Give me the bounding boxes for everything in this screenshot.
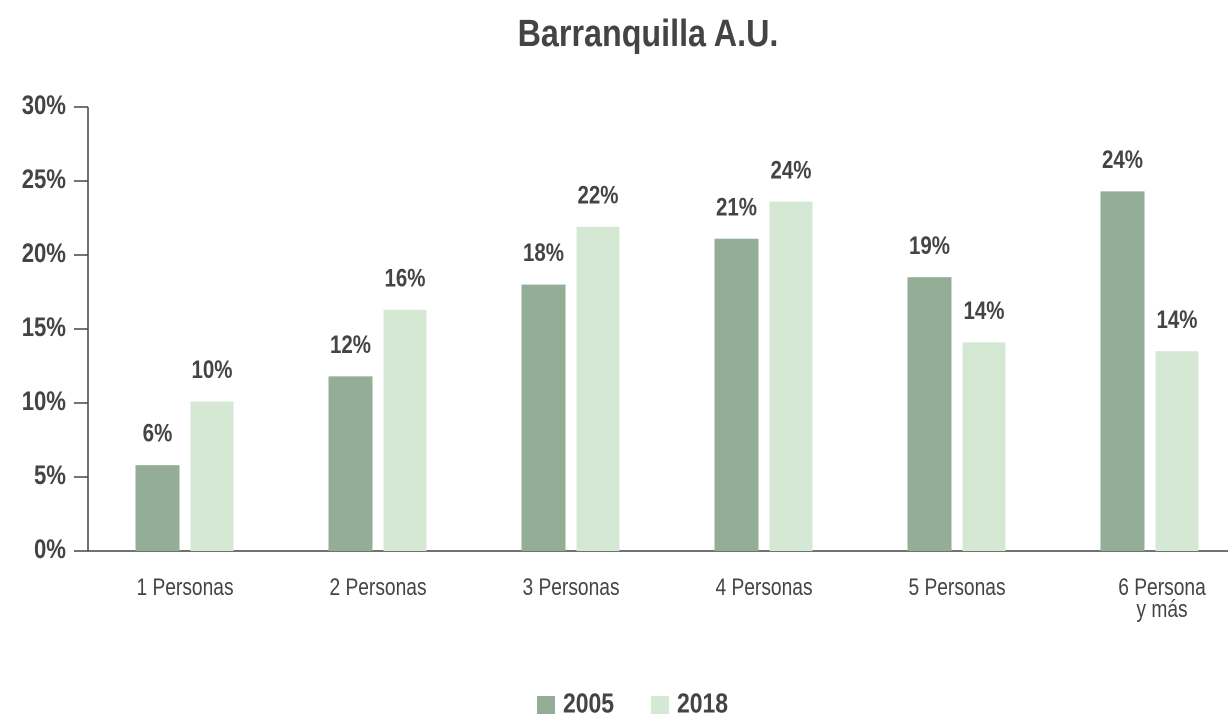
bar	[1155, 351, 1199, 551]
bar	[328, 376, 373, 551]
y-tick-label: 25%	[22, 165, 66, 195]
x-tick-label: 5 Personas	[907, 574, 1006, 601]
data-label: 22%	[577, 181, 618, 209]
data-label: 24%	[1102, 145, 1143, 173]
y-tick-label: 20%	[22, 239, 66, 269]
bar	[907, 277, 952, 551]
y-tick-label: 30%	[22, 91, 66, 121]
legend-label: 2005	[563, 688, 614, 717]
y-tick-label: 15%	[22, 313, 66, 343]
bar	[714, 238, 759, 551]
x-tick-label: 1 Personas	[135, 574, 234, 601]
bar	[1100, 191, 1145, 552]
data-label: 12%	[330, 330, 371, 358]
y-tick-label: 5%	[34, 461, 66, 491]
data-label: 14%	[963, 296, 1004, 324]
data-label: 18%	[523, 238, 564, 266]
data-label: 10%	[191, 355, 232, 383]
x-tick-label: 3 Personas	[521, 574, 620, 601]
y-tick-label: 10%	[22, 387, 66, 417]
x-tick-label: 2 Personas	[328, 574, 427, 601]
data-label: 14%	[1156, 305, 1197, 333]
bar	[190, 401, 234, 551]
bar	[576, 226, 620, 551]
data-label: 21%	[716, 192, 757, 220]
y-tick-label: 0%	[34, 535, 66, 565]
x-tick-label: 4 Personas	[714, 574, 813, 601]
legend-label: 2018	[677, 688, 728, 717]
bar	[769, 201, 813, 551]
chart-title: Barranquilla A.U.	[518, 13, 779, 55]
data-label: 24%	[770, 155, 811, 183]
bar	[135, 465, 180, 551]
x-tick-label: 6 Persona y más	[1117, 574, 1206, 623]
legend-swatch	[537, 696, 555, 714]
bar	[962, 342, 1006, 551]
bar	[383, 309, 427, 551]
data-label: 19%	[909, 231, 950, 259]
bar	[521, 284, 566, 551]
data-label: 6%	[143, 419, 173, 447]
data-label: 16%	[384, 263, 425, 291]
legend-swatch	[651, 696, 669, 714]
